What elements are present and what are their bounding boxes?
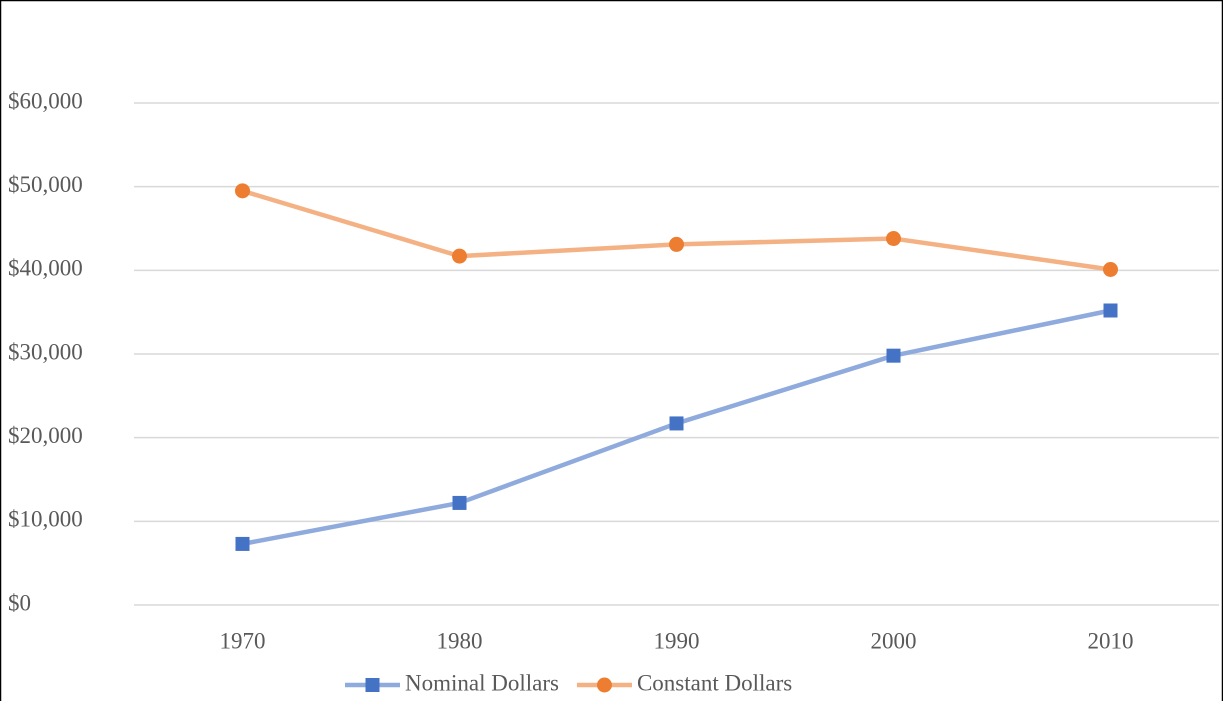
- legend-label: Constant Dollars: [637, 670, 792, 695]
- data-point: [1103, 261, 1118, 277]
- grid: [134, 102, 1219, 606]
- x-tick-label: 2000: [871, 628, 917, 653]
- y-tick-label: $40,000: [8, 256, 83, 281]
- data-point: [235, 183, 250, 199]
- data-point: [886, 348, 901, 363]
- data-point: [669, 236, 684, 252]
- legend-marker: [596, 677, 612, 693]
- plot: [235, 183, 1118, 551]
- x-tick-label: 1990: [654, 628, 700, 653]
- data-point: [669, 416, 684, 431]
- y-tick-label: $10,000: [8, 507, 83, 532]
- x-tick-label: 2010: [1088, 628, 1134, 653]
- data-point: [452, 248, 467, 264]
- y-tick-label: $20,000: [8, 423, 83, 448]
- legend: Nominal Dollars Constant Dollars: [345, 670, 792, 695]
- y-tick-label: $50,000: [8, 172, 83, 197]
- data-point: [235, 536, 250, 551]
- data-point: [1103, 303, 1118, 318]
- x-tick-label: 1970: [220, 628, 266, 653]
- y-tick-label: $30,000: [8, 339, 83, 364]
- legend-marker: [365, 678, 380, 692]
- data-point: [452, 495, 467, 510]
- x-tick-label: 1980: [437, 628, 483, 653]
- data-point: [886, 231, 901, 247]
- y-tick-label: $60,000: [8, 88, 83, 113]
- legend-label: Nominal Dollars: [405, 670, 559, 695]
- y-tick-label: $0: [8, 590, 31, 615]
